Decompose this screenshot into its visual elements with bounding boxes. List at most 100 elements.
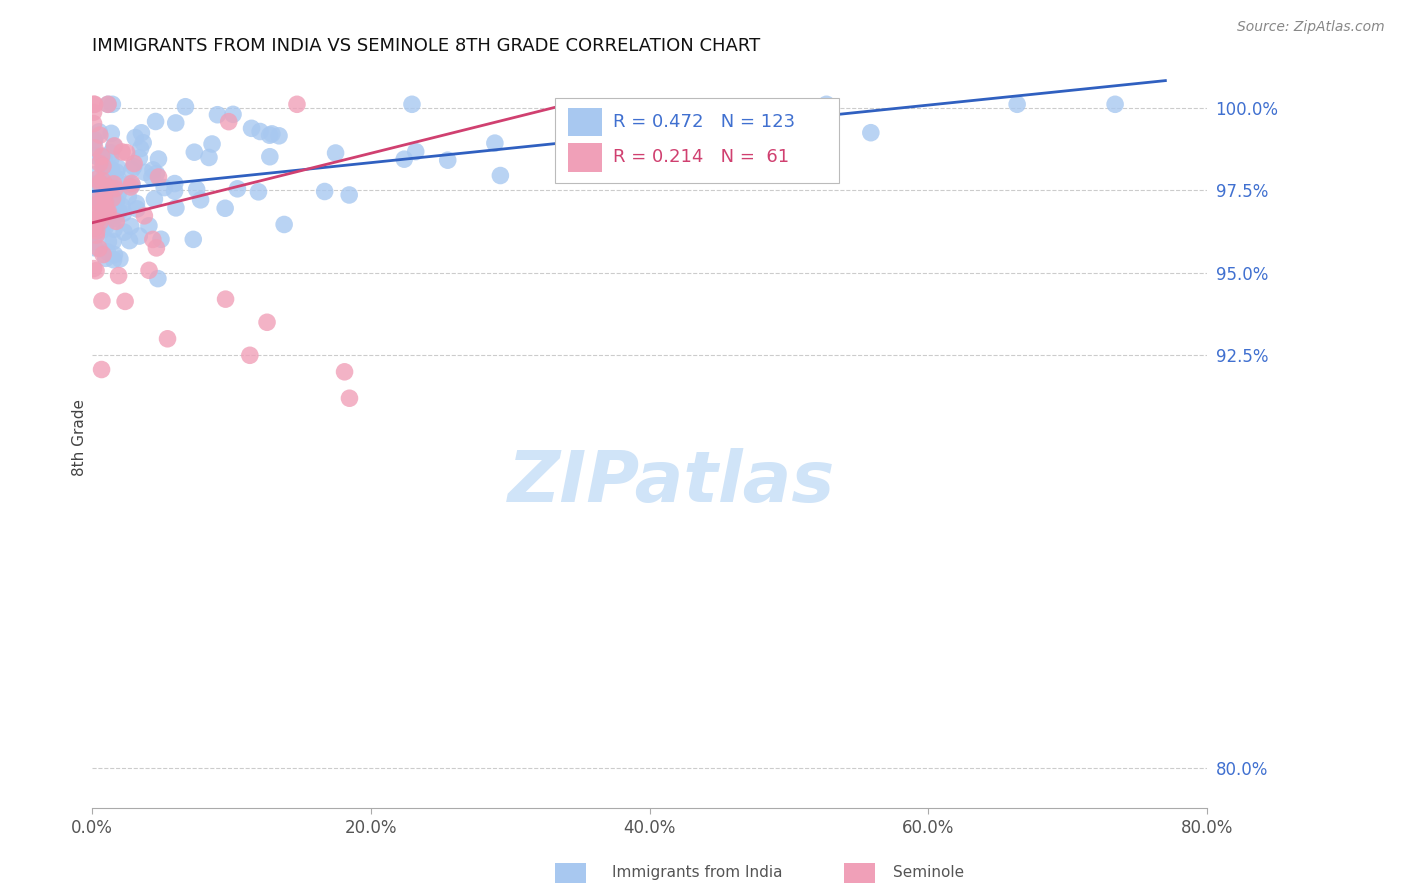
Point bbox=[128, 229, 150, 244]
Point bbox=[83, 141, 105, 155]
Point bbox=[124, 130, 146, 145]
Point bbox=[120, 180, 142, 194]
Point bbox=[259, 150, 281, 164]
Point bbox=[97, 97, 120, 112]
Point bbox=[339, 391, 361, 405]
Point bbox=[190, 193, 212, 207]
Point bbox=[83, 97, 105, 112]
Point bbox=[87, 211, 110, 226]
Point bbox=[114, 294, 136, 309]
Text: Seminole: Seminole bbox=[893, 865, 965, 880]
Point bbox=[103, 139, 125, 153]
Point bbox=[107, 161, 129, 175]
Point bbox=[87, 206, 110, 220]
Point bbox=[150, 232, 173, 246]
Point bbox=[758, 121, 780, 136]
Point bbox=[121, 178, 143, 192]
Point bbox=[103, 139, 125, 153]
Point bbox=[108, 252, 131, 266]
Point bbox=[115, 178, 138, 192]
Point bbox=[143, 192, 166, 206]
Point bbox=[97, 176, 120, 190]
Point bbox=[285, 97, 308, 112]
Point bbox=[90, 149, 112, 163]
Point bbox=[142, 162, 165, 177]
Point bbox=[97, 97, 120, 112]
Point bbox=[111, 199, 134, 213]
Point bbox=[91, 173, 114, 187]
Point bbox=[90, 293, 112, 308]
Point bbox=[94, 195, 117, 210]
Point bbox=[260, 127, 283, 141]
Point bbox=[104, 197, 127, 211]
Point bbox=[198, 151, 221, 165]
Point bbox=[183, 145, 205, 160]
Point bbox=[84, 212, 107, 227]
Point bbox=[174, 100, 197, 114]
Text: IMMIGRANTS FROM INDIA VS SEMINOLE 8TH GRADE CORRELATION CHART: IMMIGRANTS FROM INDIA VS SEMINOLE 8TH GR… bbox=[93, 37, 761, 55]
Point bbox=[83, 97, 105, 112]
Point bbox=[214, 292, 236, 306]
Point bbox=[104, 208, 127, 222]
Point bbox=[84, 168, 107, 182]
Point bbox=[90, 362, 112, 376]
Point bbox=[83, 178, 105, 192]
Y-axis label: 8th Grade: 8th Grade bbox=[72, 400, 87, 476]
Point bbox=[240, 121, 263, 136]
Point bbox=[83, 190, 105, 204]
Point bbox=[249, 124, 271, 138]
Point bbox=[118, 234, 141, 248]
Point bbox=[89, 156, 111, 170]
Point bbox=[86, 213, 108, 227]
Point bbox=[104, 211, 127, 226]
Point bbox=[101, 183, 124, 197]
Point bbox=[104, 181, 127, 195]
Point bbox=[94, 167, 117, 181]
Point bbox=[91, 247, 114, 261]
Point bbox=[129, 142, 152, 156]
FancyBboxPatch shape bbox=[555, 97, 839, 183]
Point bbox=[436, 153, 458, 168]
Point bbox=[267, 128, 290, 143]
Point bbox=[405, 145, 427, 159]
Point bbox=[690, 130, 713, 145]
Point bbox=[94, 252, 117, 266]
Point bbox=[93, 202, 115, 217]
Point bbox=[1005, 97, 1028, 112]
Point bbox=[83, 133, 105, 147]
Point bbox=[141, 170, 163, 185]
Point bbox=[107, 172, 129, 186]
Point bbox=[121, 177, 143, 191]
Point bbox=[86, 194, 108, 208]
Point bbox=[83, 261, 105, 276]
Point bbox=[218, 114, 240, 128]
Point bbox=[112, 206, 135, 220]
Point bbox=[128, 151, 150, 165]
Point bbox=[112, 225, 135, 239]
Point bbox=[226, 182, 249, 196]
Point bbox=[84, 149, 107, 163]
Point bbox=[100, 152, 122, 166]
Point bbox=[90, 149, 112, 163]
Point bbox=[94, 200, 117, 214]
Point bbox=[214, 201, 236, 215]
Point bbox=[90, 208, 112, 222]
Text: Source: ZipAtlas.com: Source: ZipAtlas.com bbox=[1237, 20, 1385, 34]
FancyBboxPatch shape bbox=[568, 144, 602, 171]
Point bbox=[89, 176, 111, 190]
Point bbox=[97, 210, 120, 224]
Text: ZIPatlas: ZIPatlas bbox=[509, 448, 835, 516]
Text: R = 0.472   N = 123: R = 0.472 N = 123 bbox=[613, 113, 794, 131]
Point bbox=[201, 136, 224, 151]
Point bbox=[148, 152, 170, 166]
Point bbox=[156, 332, 179, 346]
Point bbox=[787, 135, 810, 149]
Point bbox=[103, 177, 125, 191]
Point bbox=[273, 218, 295, 232]
Point bbox=[86, 183, 108, 197]
Point bbox=[83, 117, 105, 131]
Point bbox=[97, 204, 120, 219]
Point bbox=[120, 219, 142, 234]
Point bbox=[134, 165, 156, 179]
Point bbox=[122, 156, 145, 170]
